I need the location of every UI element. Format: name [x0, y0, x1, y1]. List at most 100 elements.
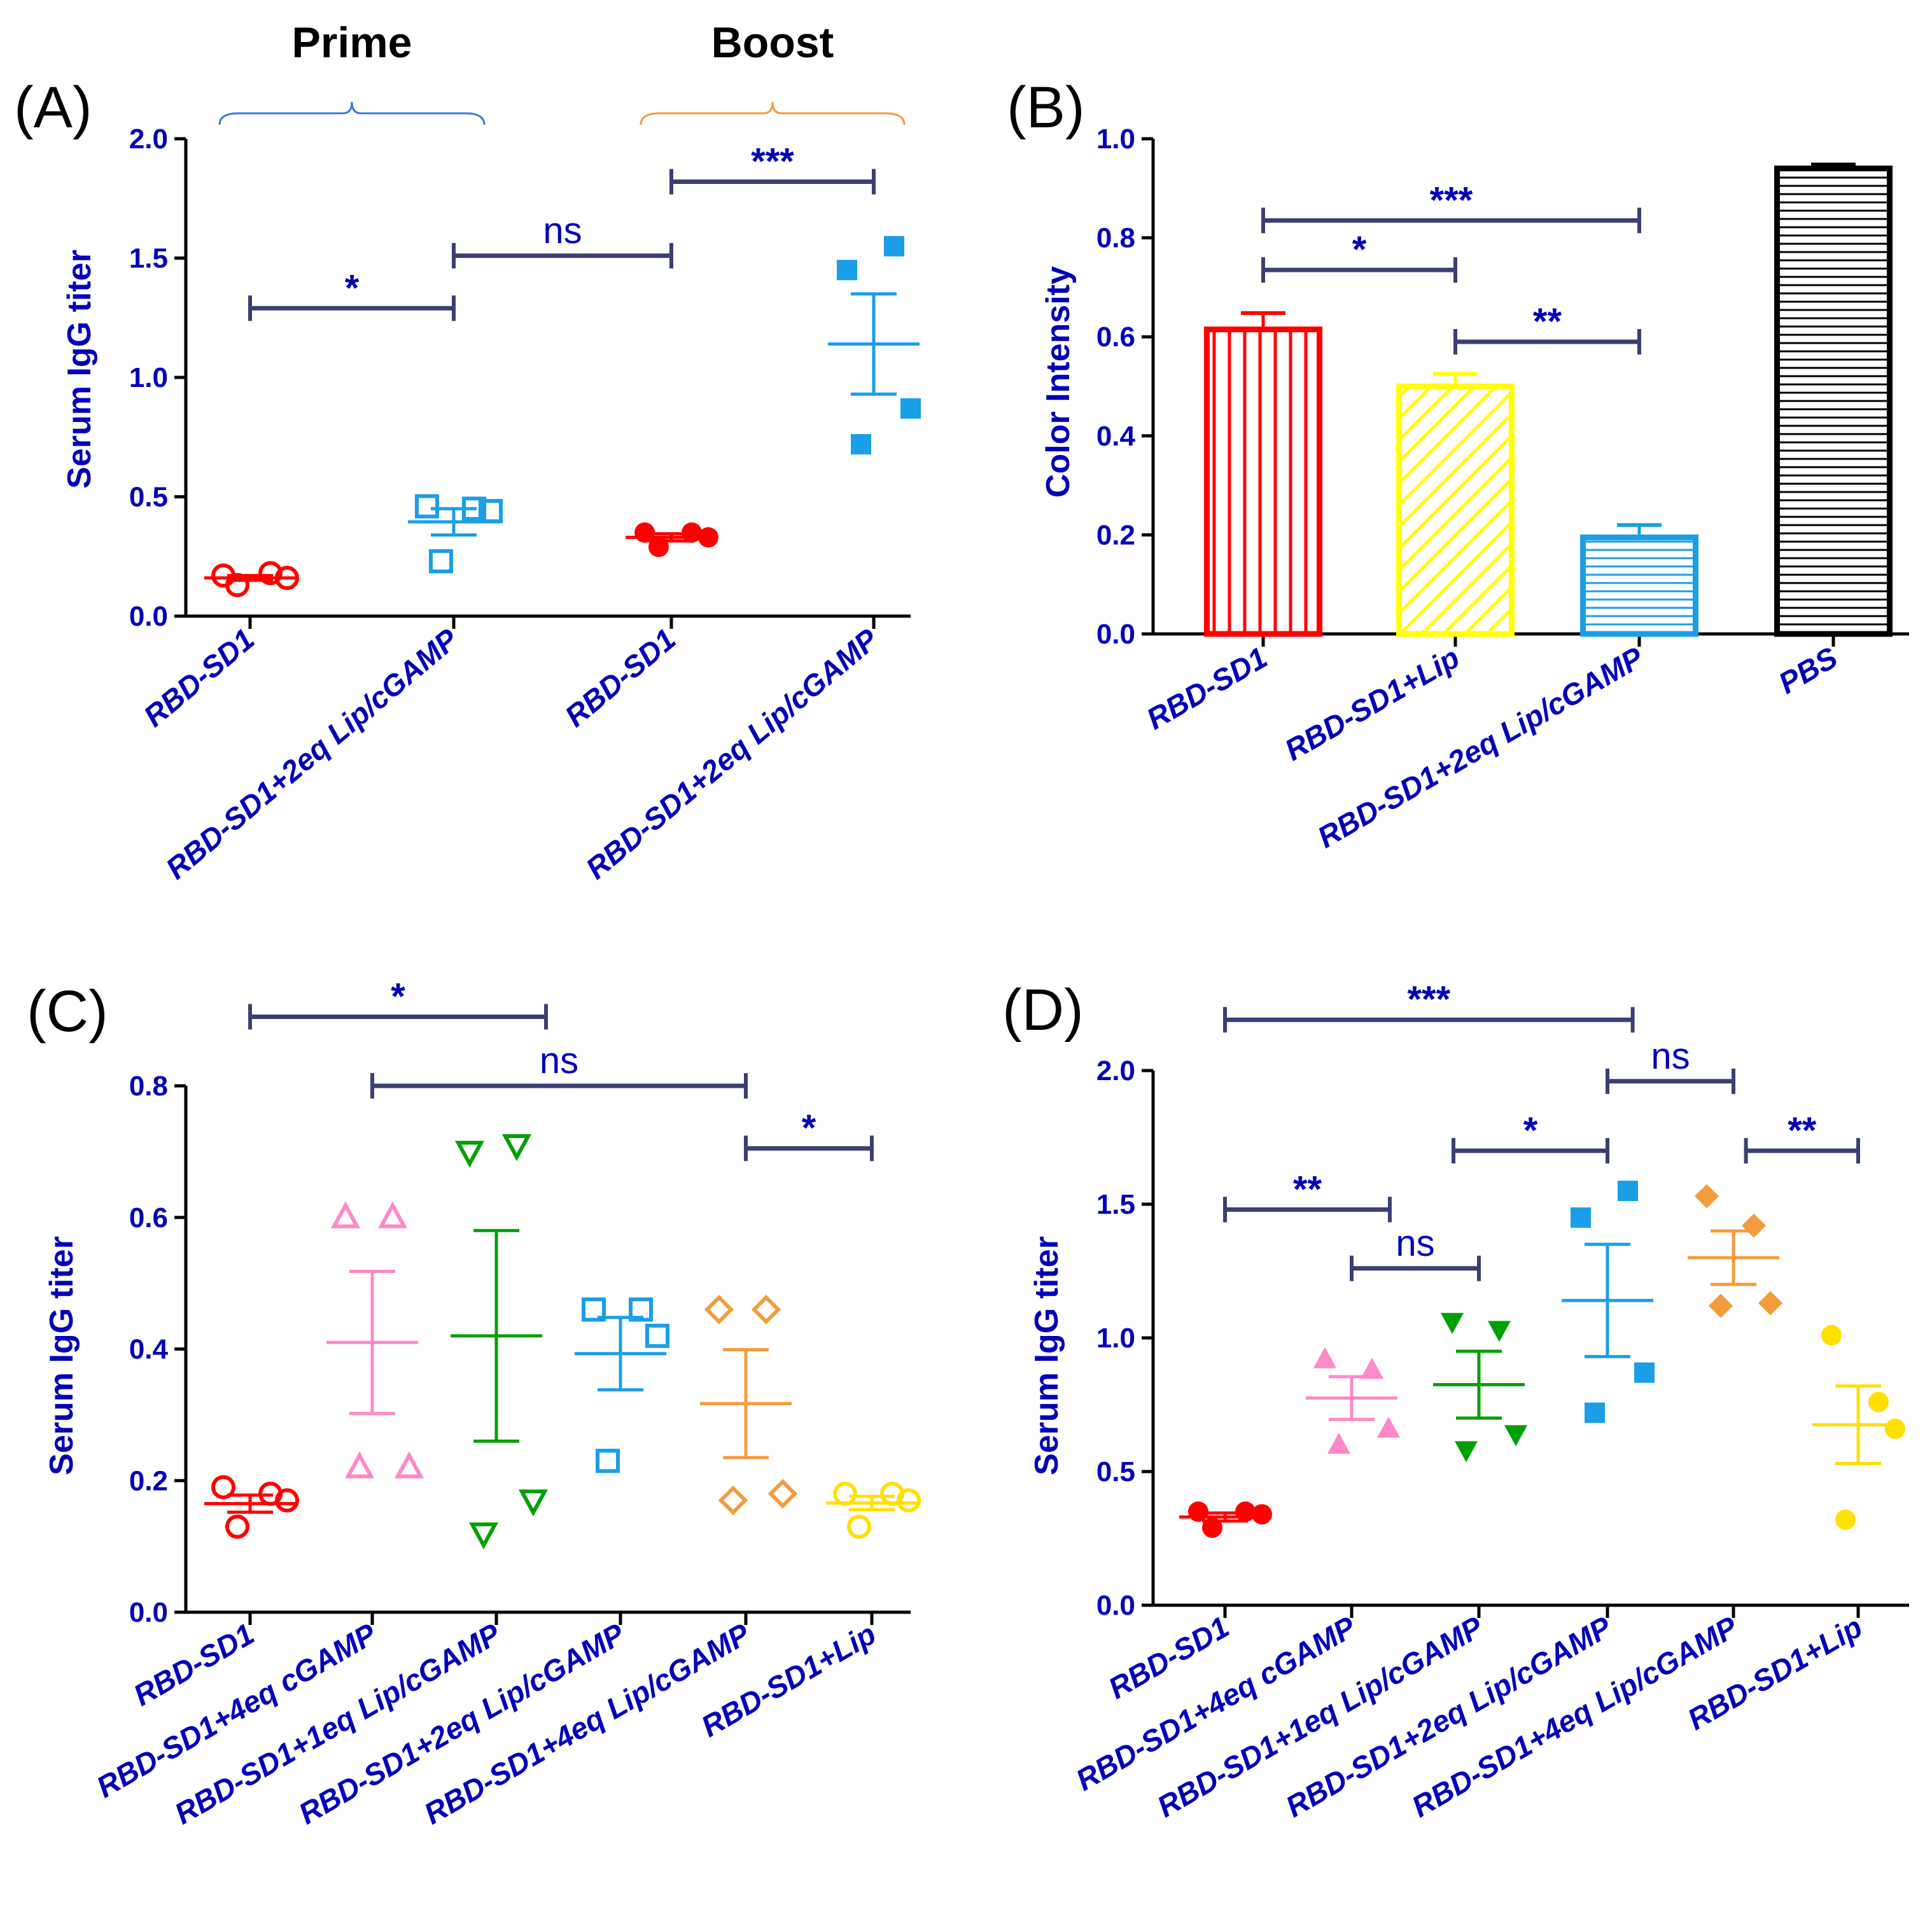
data-point: [847, 1514, 871, 1539]
data-point: [1709, 1293, 1733, 1318]
x-category-label: RBD-SD1: [1141, 640, 1273, 736]
y-tick-label: 0.2: [129, 1465, 168, 1496]
data-point: [1695, 1184, 1719, 1209]
panel-b: (B) 0.0 0.2 0.4 0.6 0.8 1.0 Color Intensity RBD-…: [1007, 75, 1909, 854]
y-tick-label: 0.4: [1096, 421, 1136, 452]
y-axis-title: Serum IgG titer: [1028, 1236, 1065, 1475]
data-point: [837, 260, 857, 281]
panel-label: (C): [27, 979, 108, 1044]
data-point: [1441, 1312, 1464, 1334]
data-point: [1885, 1418, 1905, 1439]
significance-label: *: [1523, 1110, 1538, 1151]
data-point: [468, 1522, 499, 1550]
y-tick-label: 0.4: [129, 1334, 169, 1365]
y-tick-label: 0.5: [129, 482, 168, 513]
data-point: [900, 398, 921, 419]
y-tick-label: 0.8: [129, 1071, 168, 1102]
data-point: [225, 1514, 249, 1539]
significance-label: *: [391, 976, 405, 1017]
data-point: [344, 1451, 375, 1479]
significance-label: ***: [751, 141, 794, 183]
y-tick-label: 0.6: [1096, 321, 1135, 353]
y-tick-label: 0.0: [1096, 1590, 1135, 1621]
x-category-label: PBS: [1773, 640, 1843, 700]
data-point: [1821, 1325, 1842, 1346]
data-point: [377, 1201, 408, 1228]
data-point: [704, 1295, 734, 1325]
data-point: [1313, 1347, 1336, 1368]
data-point: [1252, 1504, 1272, 1525]
significance-label: ***: [1430, 179, 1473, 221]
data-point: [1835, 1509, 1856, 1530]
panel-label: (A): [14, 75, 92, 140]
significance-label: **: [1788, 1110, 1817, 1151]
significance-label: **: [1533, 301, 1562, 342]
data-point: [1758, 1291, 1782, 1316]
significance-label: ns: [1396, 1223, 1434, 1264]
data-point: [751, 1295, 781, 1325]
data-point: [851, 434, 871, 454]
data-point: [1634, 1362, 1655, 1383]
significance-label: *: [1352, 229, 1367, 271]
data-point: [833, 1481, 857, 1506]
y-axis-title: Serum IgG titer: [43, 1236, 80, 1475]
data-point: [1742, 1213, 1766, 1238]
bar: [1774, 165, 1893, 637]
data-point: [518, 1489, 549, 1517]
y-tick-label: 0.5: [1096, 1456, 1135, 1487]
data-point: [582, 1297, 606, 1322]
group-brace: [640, 101, 906, 125]
y-tick-label: 1.5: [129, 243, 168, 274]
panel-label: (D): [1002, 978, 1084, 1043]
x-category-label: RBD-SD1+2eq Lip/cGAMP: [1312, 640, 1649, 854]
y-tick-label: 0.0: [1096, 619, 1135, 650]
data-point: [884, 235, 904, 257]
significance-label: *: [802, 1107, 816, 1149]
data-point: [1504, 1425, 1527, 1447]
data-point: [718, 1486, 748, 1515]
y-tick-label: 0.0: [129, 1597, 168, 1628]
y-tick-label: 0.6: [129, 1202, 168, 1234]
bar: [1204, 327, 1322, 637]
significance-label: ns: [540, 1040, 578, 1081]
data-point: [454, 1141, 485, 1168]
significance-label: ns: [1651, 1036, 1690, 1077]
data-point: [645, 1323, 669, 1348]
data-point: [275, 1488, 299, 1513]
x-category-label: RBD-SD1: [137, 622, 260, 733]
y-tick-label: 1.0: [129, 362, 168, 393]
x-category-label: RBD-SD1: [558, 622, 682, 733]
significance-label: *: [345, 267, 360, 309]
significance-label: ***: [1407, 979, 1450, 1020]
panel-a: (A) 0.0 0.5 1.0 1.5 2.0 Serum IgG titer RBD-SD1…: [14, 18, 921, 885]
x-category-label: RBD-SD1+Lip: [1279, 640, 1465, 767]
significance-label: ns: [543, 210, 582, 251]
y-tick-label: 2.0: [129, 123, 168, 155]
group-header-label: Boost: [711, 18, 834, 67]
bar: [1580, 534, 1698, 637]
data-point: [1868, 1391, 1889, 1412]
data-point: [211, 1475, 235, 1500]
data-point: [629, 1297, 653, 1322]
y-tick-label: 2.0: [1096, 1055, 1135, 1086]
data-point: [1327, 1433, 1350, 1454]
data-point: [415, 494, 439, 519]
bar: [1396, 383, 1515, 637]
group-header-label: Prime: [292, 18, 412, 67]
data-point: [330, 1201, 361, 1228]
data-point: [897, 1488, 921, 1513]
data-point: [1571, 1207, 1591, 1228]
chart-layer: (A) 0.0 0.5 1.0 1.5 2.0 Serum IgG titer RBD-SD1…: [14, 18, 1909, 1831]
data-point: [394, 1451, 424, 1479]
y-axis-title: Color Intensity: [1040, 266, 1077, 498]
data-point: [429, 549, 453, 573]
y-tick-label: 0.0: [129, 601, 168, 632]
significance-label: **: [1293, 1169, 1322, 1210]
group-brace: [218, 101, 486, 125]
y-tick-label: 1.0: [1096, 123, 1135, 155]
y-tick-label: 1.5: [1096, 1189, 1135, 1220]
y-tick-label: 0.2: [1096, 519, 1135, 551]
